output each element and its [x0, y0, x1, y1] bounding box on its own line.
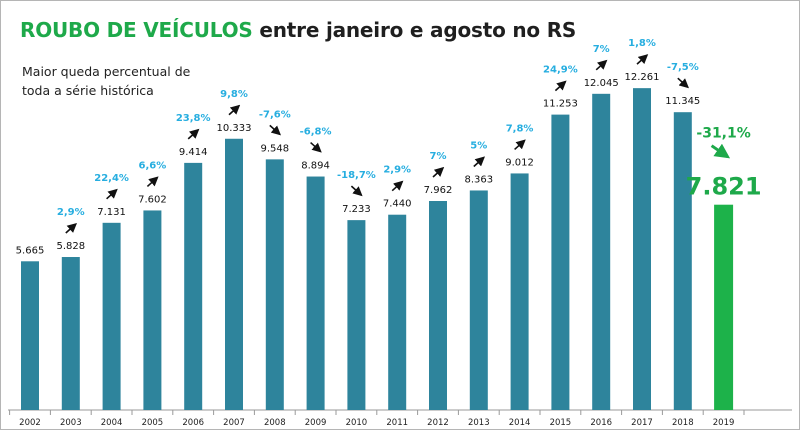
arrow-down-icon	[310, 141, 322, 153]
pct-change-label: 22,4%	[94, 173, 129, 184]
x-tick-label: 2008	[264, 418, 286, 428]
bar	[673, 112, 692, 410]
bar	[61, 257, 80, 410]
data-label: 5.828	[56, 241, 85, 252]
data-label: 12.045	[584, 78, 619, 89]
bar	[102, 222, 121, 410]
title-rest: entre janeiro e agosto no RS	[259, 18, 577, 42]
pct-change-label: -7,6%	[259, 109, 291, 120]
x-tick-label: 2002	[19, 418, 41, 428]
bar	[551, 114, 570, 410]
x-tick-label: 2019	[713, 418, 735, 428]
pct-change-label: 23,8%	[176, 113, 211, 124]
pct-change-label: 9,8%	[220, 89, 248, 100]
x-tick-label: 2007	[223, 418, 245, 428]
x-tick-label: 2003	[60, 418, 82, 428]
data-label: 9.548	[260, 143, 289, 154]
bar	[633, 88, 651, 411]
arrow-down-icon	[710, 143, 731, 159]
arrow-down-icon	[269, 124, 281, 136]
arrow-up-icon	[432, 166, 445, 178]
data-label: 9.414	[179, 147, 208, 158]
data-label: 7.233	[342, 204, 371, 215]
bar	[429, 200, 447, 410]
highlight-value-label: 7.821	[686, 173, 762, 201]
data-label: 8.363	[464, 174, 493, 185]
data-label: 11.253	[543, 99, 578, 110]
data-label: 7.440	[383, 199, 412, 210]
x-tick-label: 2012	[427, 418, 449, 428]
data-label: 7.602	[138, 194, 167, 205]
arrow-up-icon	[636, 54, 649, 65]
bar	[592, 93, 611, 410]
arrow-up-icon	[228, 104, 241, 116]
arrow-up-icon	[554, 80, 567, 92]
pct-change-label: 24,9%	[543, 65, 578, 76]
bar	[143, 210, 162, 410]
arrow-up-icon	[187, 128, 200, 140]
x-tick-label: 2016	[590, 418, 612, 428]
bar	[225, 138, 243, 411]
arrow-up-icon	[473, 156, 485, 168]
bar	[347, 220, 366, 410]
highlight-pct-label: -31,1%	[696, 126, 750, 142]
bar	[510, 173, 529, 410]
pct-change-label: -18,7%	[337, 170, 376, 181]
data-label: 12.261	[625, 72, 660, 83]
annotation-text: Maior queda percentual de toda a série h…	[22, 64, 191, 98]
pct-change-label: 6,6%	[139, 160, 167, 171]
arrow-up-icon	[514, 139, 526, 151]
bar	[469, 190, 488, 410]
data-label: 9.012	[505, 157, 534, 168]
pct-change-label: 2,9%	[383, 165, 411, 176]
x-tick-label: 2010	[346, 418, 368, 428]
pct-change-label: 7%	[430, 151, 447, 162]
bar	[21, 261, 39, 410]
highlight-bar	[714, 204, 734, 410]
title-highlight: ROUBO DE VEÍCULOS	[20, 18, 253, 42]
x-tick-label: 2014	[509, 418, 531, 428]
bar	[306, 176, 325, 410]
pct-change-label: 7,8%	[506, 123, 534, 134]
chart-title: ROUBO DE VEÍCULOS entre janeiro e agosto…	[20, 18, 576, 42]
x-tick-label: 2015	[550, 418, 572, 428]
x-tick-label: 2011	[386, 418, 408, 428]
arrow-up-icon	[146, 176, 159, 188]
data-label: 11.345	[665, 96, 700, 107]
x-tick-label: 2013	[468, 418, 490, 428]
bar	[265, 159, 284, 410]
arrow-up-icon	[595, 59, 608, 71]
x-tick-label: 2017	[631, 418, 653, 428]
bar	[184, 162, 203, 410]
arrow-down-icon	[350, 185, 363, 197]
data-label: 8.894	[301, 161, 330, 172]
data-label: 7.131	[97, 207, 126, 218]
pct-change-label: 2,9%	[57, 207, 85, 218]
arrow-up-icon	[391, 180, 404, 192]
pct-change-label: -7,5%	[667, 62, 699, 73]
pct-change-label: 5%	[470, 140, 487, 151]
x-tick-label: 2009	[305, 418, 327, 428]
bar	[388, 214, 407, 410]
x-tick-label: 2018	[672, 418, 694, 428]
x-tick-label: 2006	[182, 418, 204, 428]
data-label: 7.962	[424, 185, 453, 196]
arrow-up-icon	[65, 222, 77, 234]
data-label: 5.665	[16, 245, 45, 256]
arrow-up-icon	[106, 188, 118, 200]
data-label: 10.333	[217, 123, 252, 134]
pct-change-label: 1,8%	[628, 38, 656, 49]
x-tick-label: 2004	[101, 418, 123, 428]
arrow-down-icon	[677, 77, 689, 89]
pct-change-label: -6,8%	[300, 127, 332, 138]
x-tick-label: 2005	[142, 418, 164, 428]
pct-change-label: 7%	[593, 44, 610, 55]
